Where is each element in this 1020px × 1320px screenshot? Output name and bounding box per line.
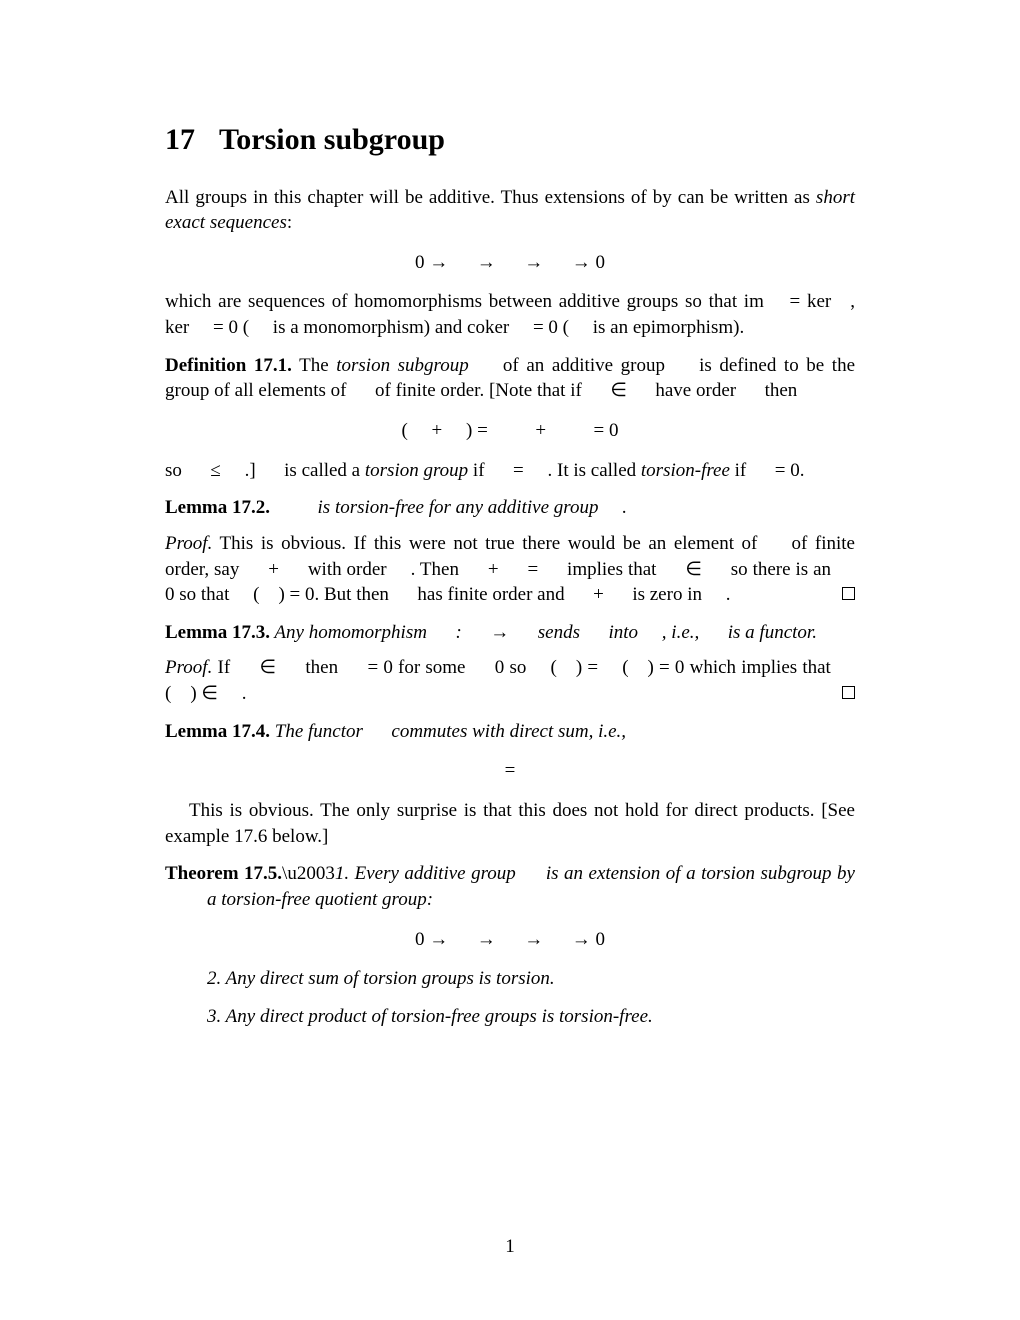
page: 17 Torsion subgroup All groups in this ch… [0, 0, 1020, 1320]
lemma-statement: Lemma 17.4. The functor commutes with di… [165, 719, 855, 745]
lemma-17-2: Lemma 17.2. is torsion-free for any addi… [165, 495, 855, 608]
lemma-17-3: Lemma 17.3. Any homomorphism : → sends i… [165, 620, 855, 707]
definition-text-2: so ≤ .] is called a torsion group if = .… [165, 458, 855, 484]
intro-paragraph-2: which are sequences of homomorphisms bet… [165, 289, 855, 340]
equation-ses: 0 → → → → 0 [165, 250, 855, 276]
intro-paragraph-1: All groups in this chapter will be addit… [165, 185, 855, 236]
lemma-proof: Proof. If ∈ then = 0 for some 0 so ( ) =… [165, 655, 855, 706]
theorem-item-2: 2. Any direct sum of torsion groups is t… [207, 966, 855, 992]
section-title-text: Torsion subgroup [219, 123, 445, 156]
proof-label: Proof. [165, 533, 212, 554]
definition-equation: ( + ) = + = 0 [165, 418, 855, 444]
proof-label: Proof. [165, 657, 212, 678]
lemma-equation: = [165, 758, 855, 784]
lemma-after: This is obvious. The only surprise is th… [165, 798, 855, 849]
definition-label: Definition 17.1. [165, 355, 292, 376]
theorem-equation: 0 → → → → 0 [165, 927, 855, 953]
page-number: 1 [0, 1234, 1020, 1260]
lemma-label: Lemma 17.4. [165, 721, 270, 742]
lemma-statement: Lemma 17.2. is torsion-free for any addi… [165, 495, 855, 521]
definition-text: Definition 17.1. The torsion subgroup of… [165, 353, 855, 404]
lemma-label: Lemma 17.2. [165, 497, 270, 518]
lemma-17-4: Lemma 17.4. The functor commutes with di… [165, 719, 855, 850]
definition-17-1: Definition 17.1. The torsion subgroup of… [165, 353, 855, 484]
lemma-label: Lemma 17.3. [165, 622, 270, 643]
section-heading: 17 Torsion subgroup [165, 120, 855, 161]
theorem-17-5: Theorem 17.5.\u20031. Every additive gro… [165, 861, 855, 1029]
lemma-statement: Lemma 17.3. Any homomorphism : → sends i… [165, 620, 855, 646]
theorem-items: 2. Any direct sum of torsion groups is t… [165, 966, 855, 1029]
qed-box [842, 681, 855, 707]
qed-box [842, 582, 855, 608]
theorem-header: Theorem 17.5.\u20031. Every additive gro… [165, 861, 855, 912]
section-number: 17 [165, 123, 195, 156]
lemma-proof: Proof. This is obvious. If this were not… [165, 531, 855, 608]
theorem-item-3: 3. Any direct product of torsion-free gr… [207, 1004, 855, 1030]
theorem-label: Theorem 17.5. [165, 863, 282, 884]
